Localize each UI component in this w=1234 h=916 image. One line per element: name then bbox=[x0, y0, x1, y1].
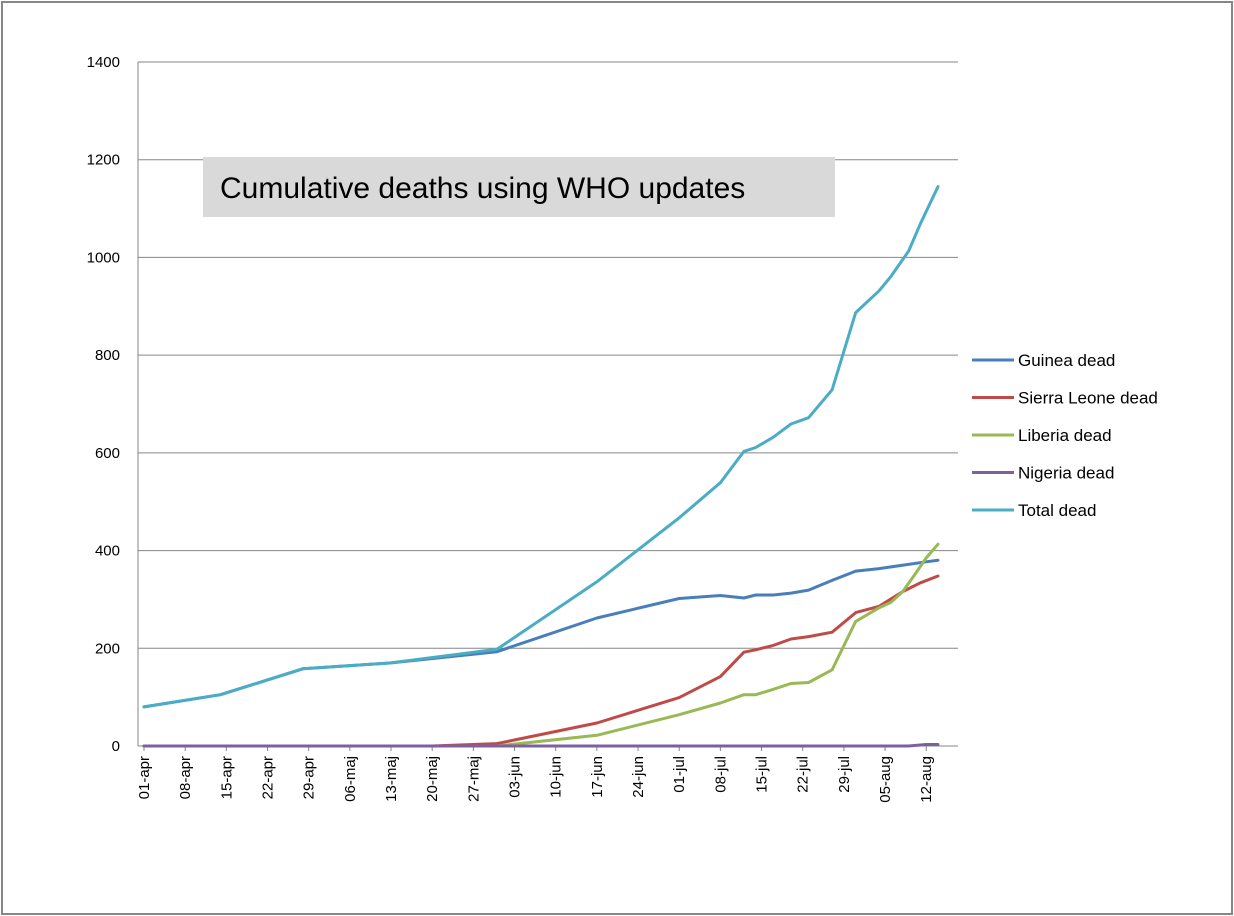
chart-title-background bbox=[203, 157, 835, 217]
series-line-liberia-dead bbox=[142, 542, 940, 748]
legend-label: Sierra Leone dead bbox=[1018, 389, 1158, 408]
y-tick-label: 0 bbox=[112, 738, 120, 755]
y-tick-label: 1000 bbox=[87, 249, 120, 266]
legend-entry: Sierra Leone dead bbox=[972, 389, 1158, 408]
x-tick-label: 15-apr bbox=[218, 756, 235, 799]
x-tick-label: 29-apr bbox=[301, 756, 318, 799]
x-tick-label: 10-jun bbox=[548, 756, 565, 798]
y-tick-label: 600 bbox=[95, 445, 120, 462]
chart-title-box: Cumulative deaths using WHO updates bbox=[203, 157, 835, 217]
series-line-sierra-leone-dead bbox=[142, 574, 940, 748]
x-tick-label: 29-jul bbox=[836, 756, 853, 793]
x-axis: 01-apr 08-apr 15-apr 22-apr 29-apr 06-maj 13-m… bbox=[136, 746, 935, 803]
legend-entry: Guinea dead bbox=[972, 351, 1115, 370]
y-axis-tick-labels: 0 200 400 600 800 1000 1200 1400 bbox=[87, 54, 120, 755]
x-tick-label: 22-apr bbox=[260, 756, 277, 799]
legend-entry: Nigeria dead bbox=[972, 464, 1114, 483]
x-tick-label: 08-jul bbox=[712, 756, 729, 793]
x-tick-label: 05-aug bbox=[877, 756, 894, 803]
legend-entry: Liberia dead bbox=[972, 426, 1112, 445]
series-line-nigeria-dead bbox=[142, 743, 940, 748]
x-tick-label: 20-maj bbox=[424, 756, 441, 802]
y-tick-label: 1200 bbox=[87, 152, 120, 169]
x-tick-label: 24-jun bbox=[630, 756, 647, 798]
series-line-total-dead bbox=[142, 185, 940, 709]
chart-title: Cumulative deaths using WHO updates bbox=[220, 172, 745, 205]
legend-label: Liberia dead bbox=[1018, 426, 1112, 445]
x-tick-label: 12-aug bbox=[918, 756, 935, 803]
x-tick-label: 27-maj bbox=[465, 756, 482, 802]
x-tick-label: 15-jul bbox=[754, 756, 771, 793]
x-tick-label: 03-jun bbox=[507, 756, 524, 798]
y-tick-label: 1400 bbox=[87, 54, 120, 71]
y-tick-label: 800 bbox=[95, 347, 120, 364]
y-tick-label: 400 bbox=[95, 543, 120, 560]
y-tick-label: 200 bbox=[95, 640, 120, 657]
x-tick-label: 08-apr bbox=[177, 756, 194, 799]
series-lines bbox=[142, 185, 940, 748]
x-tick-label: 01-apr bbox=[136, 756, 153, 799]
legend-label: Guinea dead bbox=[1018, 351, 1115, 370]
x-tick-label: 06-maj bbox=[342, 756, 359, 802]
legend-entry: Total dead bbox=[972, 501, 1096, 520]
x-tick-label: 17-jun bbox=[589, 756, 606, 798]
x-tick-label: 13-maj bbox=[383, 756, 400, 802]
legend-label: Total dead bbox=[1018, 501, 1096, 520]
x-tick-label: 01-jul bbox=[671, 756, 688, 793]
x-tick-label: 22-jul bbox=[795, 756, 812, 793]
legend-label: Nigeria dead bbox=[1018, 464, 1114, 483]
legend: Guinea dead Sierra Leone dead Liberia dead… bbox=[972, 351, 1158, 520]
